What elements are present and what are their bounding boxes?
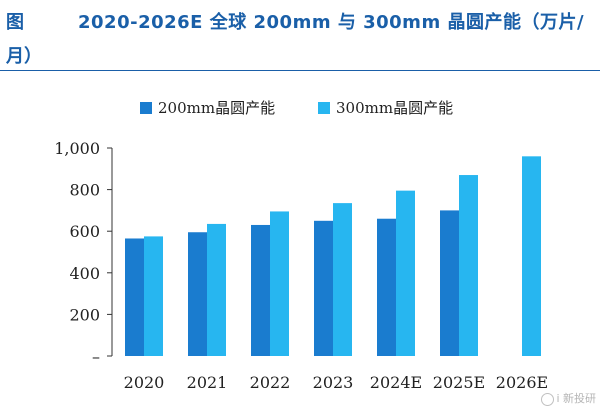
bar-200mm-2020 (125, 238, 144, 356)
y-axis: – 200 400 600 800 1,000 (54, 139, 113, 366)
bar-200mm-2025E (440, 210, 459, 356)
bar-300mm-2025E (459, 175, 478, 356)
figure-title-continuation: 月） (6, 46, 42, 67)
bar-300mm-2024E (396, 190, 415, 356)
header-divider (0, 70, 600, 71)
watermark-text: i 新投研 (556, 392, 596, 405)
y-tick-label-400: 400 (69, 264, 100, 283)
y-tick-label-600: 600 (69, 222, 100, 241)
legend-label-0: 200mm晶圆产能 (158, 99, 275, 117)
weibo-icon (541, 392, 555, 406)
x-label-2025E: 2025E (433, 373, 485, 392)
bar-300mm-2022 (270, 211, 289, 356)
bar-200mm-2024E (377, 218, 396, 356)
x-label-2020: 2020 (124, 373, 165, 392)
bar-200mm-2022 (251, 224, 270, 356)
bar-200mm-2021 (188, 232, 207, 356)
y-tick-label-1000: 1,000 (54, 139, 100, 158)
figure-label: 图 (6, 12, 24, 33)
bar-300mm-2020 (144, 236, 163, 356)
bar-300mm-2026E (522, 156, 541, 356)
x-label-2023: 2023 (313, 373, 354, 392)
bar-300mm-2023 (333, 203, 352, 356)
y-tick-label-200: 200 (69, 305, 100, 324)
x-label-2024E: 2024E (370, 373, 422, 392)
x-label-2021: 2021 (187, 373, 228, 392)
x-label-2026E: 2026E (496, 373, 548, 392)
x-axis-labels: 2020 2021 2022 2023 2024E 2025E 2026E (124, 373, 549, 392)
figure-title: 2020-2026E 全球 200mm 与 300mm 晶圆产能（万片/ (78, 12, 585, 33)
watermark: i 新投研 (541, 390, 596, 406)
legend-swatch-1 (318, 102, 330, 114)
bar-200mm-2023 (314, 220, 333, 356)
y-tick-label-0: – (92, 347, 100, 366)
chart-legend: 200mm晶圆产能 300mm晶圆产能 (140, 99, 453, 117)
bar-marks (125, 156, 541, 356)
y-tick-label-800: 800 (69, 181, 100, 200)
bar-300mm-2021 (207, 223, 226, 356)
legend-swatch-0 (140, 102, 152, 114)
legend-label-1: 300mm晶圆产能 (336, 99, 453, 117)
x-label-2022: 2022 (250, 373, 291, 392)
